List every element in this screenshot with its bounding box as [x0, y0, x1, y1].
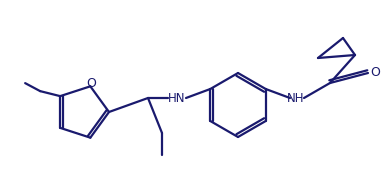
Text: O: O [370, 65, 380, 78]
Text: O: O [86, 77, 96, 90]
Text: HN: HN [168, 92, 186, 105]
Text: NH: NH [287, 92, 305, 105]
